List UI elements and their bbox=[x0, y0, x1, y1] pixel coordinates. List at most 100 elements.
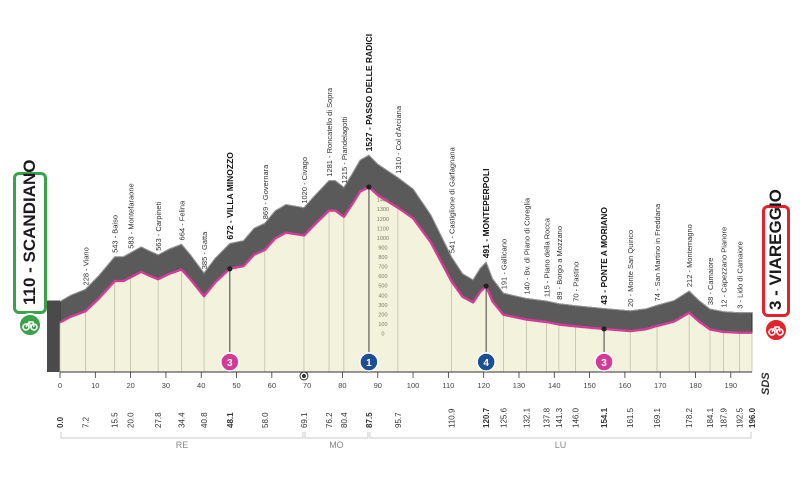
waypoint-name: Montemagno bbox=[685, 224, 694, 268]
waypoint-label: 43 - PONTE A MORIANO bbox=[599, 207, 609, 305]
gpm-category: 1 bbox=[366, 358, 372, 369]
waypoint-label: 583 - Montefaraone bbox=[127, 183, 136, 248]
km-tick-label: 100 bbox=[407, 381, 420, 390]
waypoint-label: 541 - Castiglione di Garfagnana bbox=[448, 146, 457, 253]
waypoint-altitude: 385 - bbox=[200, 250, 209, 269]
region-label: MO bbox=[329, 440, 344, 450]
waypoint-altitude: 1215 - bbox=[340, 160, 349, 183]
waypoint-altitude: 191 - bbox=[499, 270, 508, 289]
km-tick-label: 130 bbox=[513, 381, 526, 390]
km-tick-label: 70 bbox=[303, 381, 311, 390]
finish-label: 3 - VIAREGGIO bbox=[766, 189, 785, 310]
waypoint-name: MONTEPERPOLI bbox=[481, 169, 491, 237]
altitude-tick-label: 1100 bbox=[377, 226, 389, 232]
waypoint-name: Lido di Camaiore bbox=[736, 241, 745, 298]
waypoint-altitude: 43 - bbox=[599, 288, 609, 305]
region-label: LU bbox=[555, 440, 567, 450]
waypoint-label: 664 - Felina bbox=[177, 200, 186, 240]
distance-label: 196.0 bbox=[748, 407, 757, 428]
altitude-tick-label: 1200 bbox=[377, 217, 389, 223]
altitude-tick-label: 200 bbox=[378, 312, 387, 318]
distance-label: 192.5 bbox=[736, 407, 745, 428]
waypoint-label: 1310 - Col d'Arciana bbox=[394, 105, 403, 174]
waypoint-label: 1527 - PASSO DELLE RADICI bbox=[364, 34, 374, 151]
waypoint-name: San Martino in Freddana bbox=[653, 203, 662, 286]
distance-labels: 0.0 7.2 15.5 20.0 27.8 34.4 40.8 48.1 58.0 69.1 76… bbox=[56, 407, 757, 428]
waypoint-altitude: 563 - bbox=[154, 232, 163, 251]
gpm-summit-dot bbox=[601, 326, 607, 332]
waypoint-altitude: 583 - bbox=[127, 230, 136, 249]
gpm-category: 3 bbox=[227, 358, 233, 369]
distance-label: 187.9 bbox=[719, 407, 728, 428]
altitude-tick-label: 600 bbox=[378, 274, 387, 280]
km-tick-label: 120 bbox=[477, 381, 490, 390]
distance-label: 141.3 bbox=[555, 407, 564, 428]
altitude-tick-label: 900 bbox=[378, 245, 387, 251]
gpm-badge bbox=[594, 352, 614, 372]
gpm-summit-dot bbox=[366, 184, 372, 190]
distance-label: 161.5 bbox=[626, 407, 635, 428]
altitude-tick-label: 1000 bbox=[377, 236, 389, 242]
distance-label: 146.0 bbox=[571, 407, 580, 428]
km-tick-label: 80 bbox=[338, 381, 346, 390]
start-box bbox=[13, 172, 47, 314]
waypoint-altitude: 70 - bbox=[571, 287, 580, 302]
distance-label: 87.5 bbox=[365, 412, 374, 428]
waypoint-name: Bv. di Piano di Coreglia bbox=[522, 197, 531, 275]
waypoint-name: Capezzano Pianore bbox=[719, 227, 728, 293]
region-bracket bbox=[60, 432, 304, 439]
region-bracket bbox=[369, 432, 752, 439]
km-tick-label: 140 bbox=[548, 381, 561, 390]
waypoint-label: 20 - Monte San Quirico bbox=[626, 230, 635, 307]
waypoint-label: 12 - Capezzano Pianore bbox=[719, 227, 728, 308]
waypoint-altitude: 1310 - bbox=[394, 150, 403, 173]
gpm-summit-dot bbox=[227, 266, 233, 272]
waypoint-label: 89 - Borgo a Mozzano bbox=[555, 226, 564, 300]
km-tick-label: 60 bbox=[268, 381, 276, 390]
waypoint-name: Gatta bbox=[200, 231, 209, 250]
waypoint-label: 74 - San Martino in Freddana bbox=[653, 203, 662, 301]
waypoint-name: PASSO DELLE RADICI bbox=[364, 34, 374, 125]
waypoint-altitude: 212 - bbox=[685, 268, 694, 287]
altitude-tick-label: 1300 bbox=[377, 207, 389, 213]
km-tick-label: 180 bbox=[689, 381, 702, 390]
km-tick-label: 40 bbox=[197, 381, 205, 390]
profile-line-layer bbox=[59, 185, 752, 373]
profile-left-wall bbox=[47, 300, 60, 372]
km-axis: 0 10 20 30 40 50 60 70 80 90 100 110 120 130 140 150 160… bbox=[58, 372, 737, 390]
km-tick-label: 170 bbox=[654, 381, 667, 390]
waypoint-altitude: 541 - bbox=[448, 234, 457, 253]
waypoint-altitude: 491 - bbox=[481, 237, 491, 259]
distance-label: 169.1 bbox=[653, 407, 662, 428]
finish-box bbox=[762, 205, 790, 317]
waypoint-labels: 228 - Viano 543 - Baiso 583 - Montefaraone… bbox=[81, 34, 745, 315]
km-tick-label: 30 bbox=[162, 381, 170, 390]
profile-line bbox=[59, 185, 752, 334]
waypoint-altitude: 869 - bbox=[261, 200, 270, 219]
distance-label: 58.0 bbox=[261, 412, 270, 428]
waypoint-name: Gallicano bbox=[499, 239, 508, 270]
start-bike-icon bbox=[18, 313, 42, 337]
altitude-tick-label: 700 bbox=[378, 265, 387, 271]
altitude-tick-label: 0 bbox=[381, 332, 384, 338]
waypoint-altitude: 664 - bbox=[177, 221, 186, 240]
distance-label: 184.1 bbox=[706, 407, 715, 428]
altitude-tick-label: 800 bbox=[378, 255, 387, 261]
distance-label: 132.1 bbox=[522, 407, 531, 428]
waypoint-name: Monte San Quirico bbox=[626, 230, 635, 292]
km-tick-label: 90 bbox=[374, 381, 382, 390]
waypoint-name: Carpineti bbox=[154, 201, 163, 231]
distance-label: 7.2 bbox=[81, 416, 90, 428]
km-tick-label: 10 bbox=[91, 381, 99, 390]
intermediate-marker-dot bbox=[301, 374, 306, 378]
waypoint-label: 140 - Bv. di Piano di Coreglia bbox=[522, 197, 531, 294]
km-tick-label: 50 bbox=[232, 381, 240, 390]
distance-label: 48.1 bbox=[226, 412, 235, 428]
waypoint-altitude: 115 - bbox=[543, 278, 552, 297]
waypoint-name: VILLA MINOZZO bbox=[225, 152, 235, 218]
waypoint-label: 869 - Governara bbox=[261, 164, 270, 219]
gpm-badge bbox=[220, 352, 240, 372]
waypoint-label: 543 - Baiso bbox=[111, 215, 120, 253]
distance-label: 178.2 bbox=[685, 407, 694, 428]
